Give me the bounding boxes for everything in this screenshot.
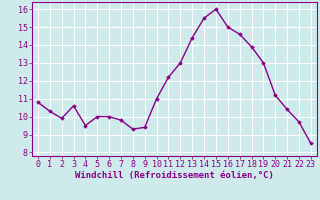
X-axis label: Windchill (Refroidissement éolien,°C): Windchill (Refroidissement éolien,°C) bbox=[75, 171, 274, 180]
